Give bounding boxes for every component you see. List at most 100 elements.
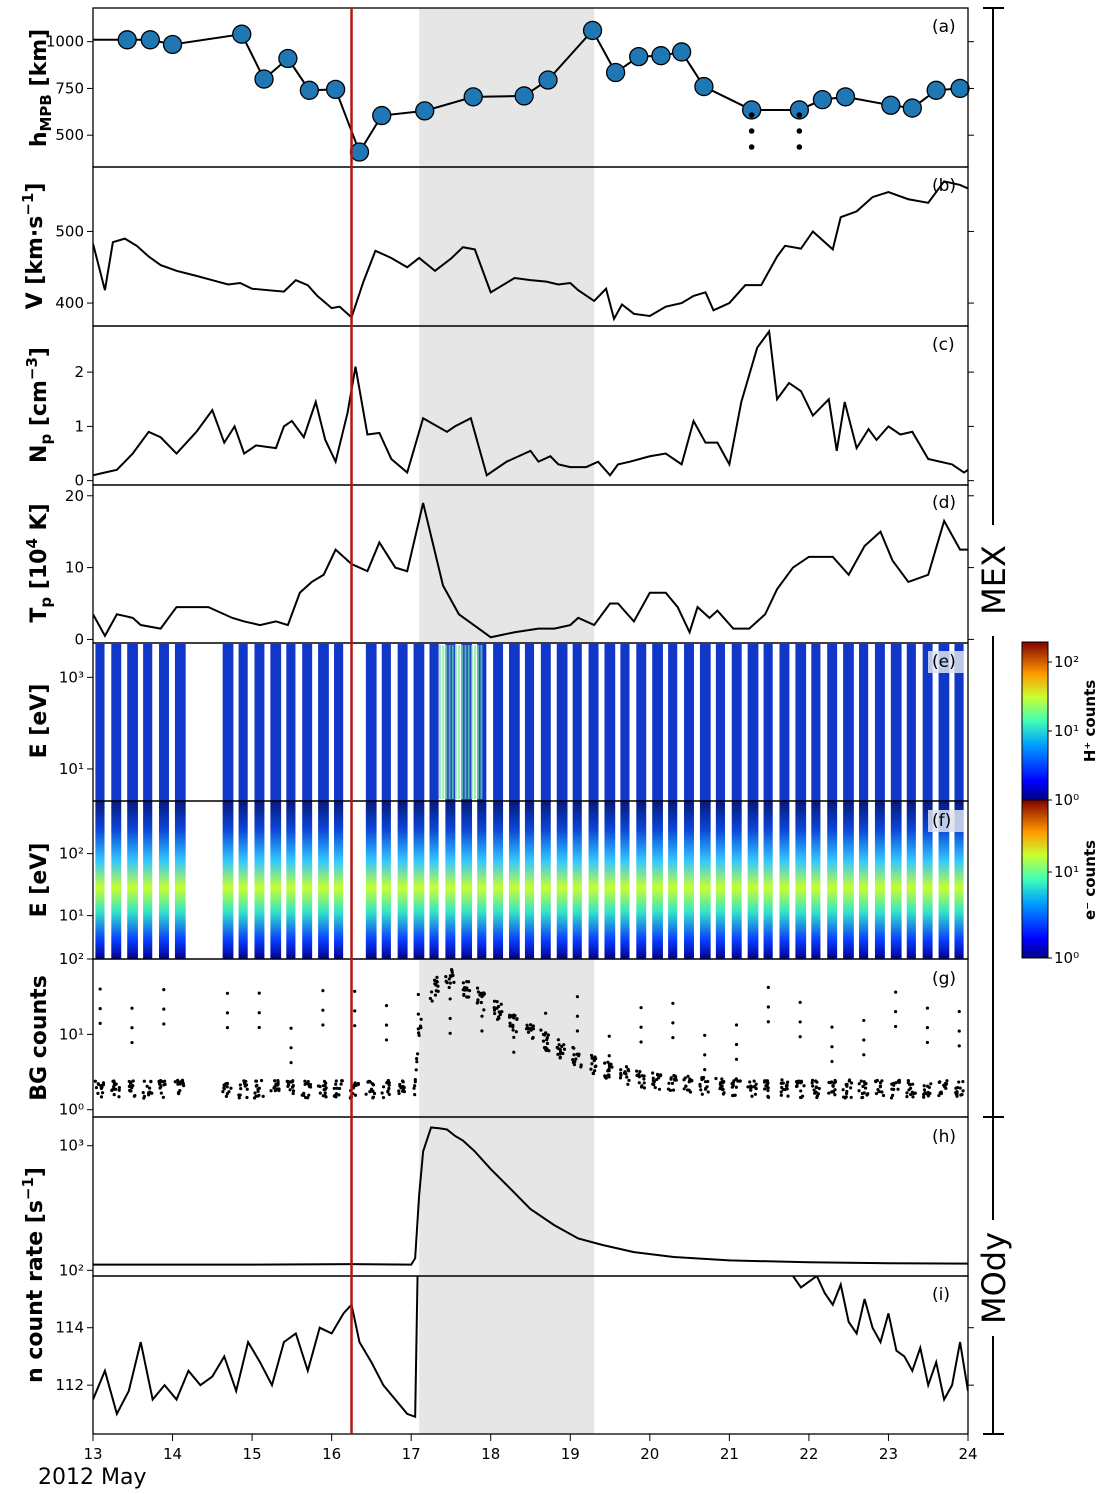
bg-count-point [911,1082,915,1086]
bg-count-point [827,1080,831,1085]
bg-count-point [590,1056,594,1060]
bg-count-point [556,1038,560,1042]
ion-spectrum-bar [95,644,105,801]
bg-count-point [307,1093,311,1097]
bg-count-point [766,1094,770,1098]
bg-count-point [176,1082,180,1086]
bg-spike-point [162,1022,166,1026]
mpb-point [950,78,970,99]
ylabel-h: n count rate [s−1] [19,1167,48,1383]
bg-count-point [290,1085,295,1089]
bg-count-point [810,1081,814,1085]
bg-spike-point [639,1006,643,1010]
bg-count-point [907,1088,911,1092]
ion-spectrum-bar [556,644,568,801]
bg-spike-point [162,1007,166,1011]
bg-count-point [475,1001,479,1005]
bg-count-point [387,1083,391,1087]
mpb-point [325,79,346,100]
bg-count-point [811,1084,815,1088]
cbar-h-label: H⁺ counts [1081,680,1099,762]
bg-count-point [874,1091,879,1096]
ion-spectrum-bar [318,644,329,801]
bg-count-point [668,1088,673,1093]
bg-count-point [880,1090,884,1094]
bg-spike-point [925,1006,930,1010]
ion-spectrum-bar [795,644,807,801]
bg-spike-point [416,1027,420,1031]
bg-count-point [942,1083,947,1088]
bg-count-point [524,1027,529,1031]
ion-spectrum-bar [254,644,265,801]
mpb-point [463,87,483,107]
ion-spectrum-bar [668,644,678,801]
ion-spectrum-streak [461,645,464,799]
electron-spectrum-bar [238,801,248,959]
bg-count-point [229,1086,233,1090]
electron-spectrum-bar [795,801,807,959]
bg-count-point [142,1079,146,1083]
bg-spike-point [703,1053,707,1057]
bg-count-point [706,1090,710,1094]
bg-count-point [833,1093,837,1097]
bg-count-point [753,1084,757,1088]
bg-count-point [397,1091,401,1096]
bg-count-point [482,1008,486,1012]
y-tick-label: 10² [59,950,84,968]
bg-count-point [749,1087,753,1091]
bg-count-point [786,1080,790,1084]
mpb-point [812,90,833,110]
bg-count-point [145,1084,149,1088]
bg-spike-point [957,1044,961,1048]
bg-count-point [237,1096,241,1100]
bg-count-point [462,993,466,998]
ion-spectrum-streak [480,645,483,799]
ion-spectrum-bar [699,644,711,801]
bg-spike-point [798,1035,802,1039]
panel-label-e-box [928,651,964,673]
bg-count-point [922,1091,927,1096]
ion-spectrum-bar [111,644,122,801]
bg-count-point [894,1081,898,1085]
bg-count-point [306,1096,310,1100]
series-line-speed [93,180,968,322]
bg-count-point [401,1080,405,1084]
electron-spectrum-bar [95,801,105,959]
bg-count-point [880,1079,884,1083]
electron-spectrum-bar [843,801,854,959]
bg-count-point [590,1062,594,1066]
bg-count-point [860,1096,864,1100]
y-tick-label: 10³ [59,1137,84,1155]
electron-spectrum-bar [174,801,186,959]
panel-label-b: (b) [932,176,956,196]
bg-count-point [332,1094,337,1098]
bg-count-point [673,1077,677,1081]
bg-count-point [381,1095,386,1100]
bg-count-point [372,1091,377,1096]
electron-spectrum-bar [890,801,902,959]
bg-count-point [845,1082,849,1086]
bg-count-point [514,1030,518,1034]
bg-count-point [245,1095,249,1100]
bg-count-point [318,1091,322,1095]
bg-count-point [827,1091,831,1095]
bg-count-point [318,1084,322,1089]
bg-count-point [844,1091,849,1096]
bg-count-point [618,1076,623,1080]
bg-count-point [928,1091,932,1096]
bg-count-point [734,1085,738,1089]
bg-spike-point [448,997,452,1001]
electron-spectrum-bar [731,801,742,959]
ion-spectrum-bar [334,644,344,801]
bg-spike-point [512,1016,516,1020]
bg-count-point [688,1077,692,1081]
bg-count-point [651,1071,655,1075]
bg-count-point [799,1089,803,1093]
bg-count-point [303,1079,307,1083]
bg-spike-point [544,1011,548,1015]
bg-count-point [579,1063,583,1067]
bg-count-point [912,1092,916,1096]
ion-spectrum-streak [474,645,477,799]
electron-spectrum-bar [763,801,773,959]
bg-spike-point [321,1023,325,1027]
